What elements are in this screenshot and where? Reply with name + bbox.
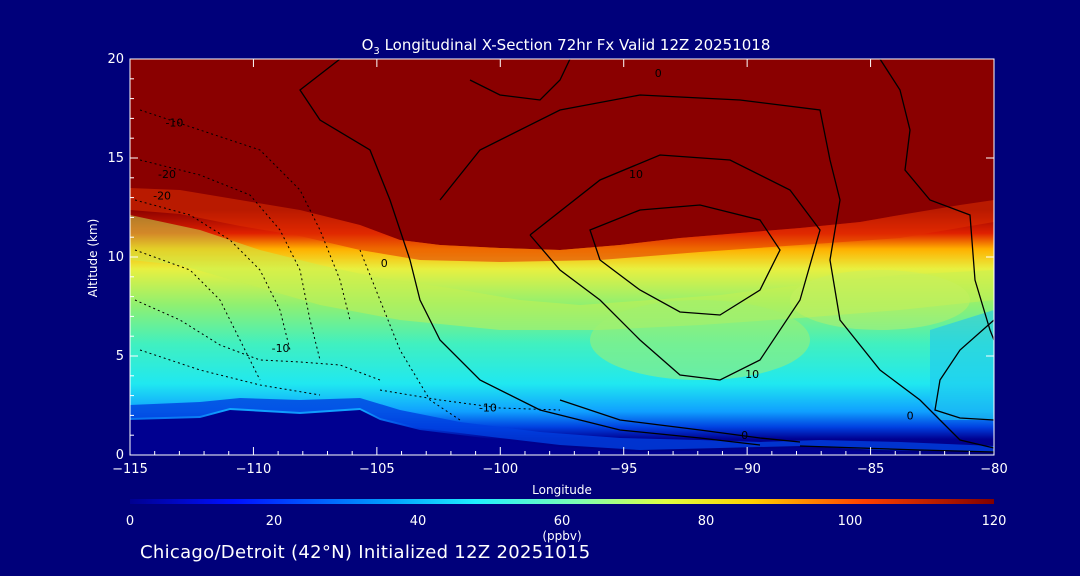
x-tick-label: −80 bbox=[980, 462, 1007, 477]
y-tick-label: 0 bbox=[116, 448, 124, 463]
contour-ten-line bbox=[439, 94, 994, 449]
y-tick-label: 20 bbox=[107, 52, 124, 67]
colorbar-tick-label: 0 bbox=[126, 514, 134, 529]
contour-ten-line bbox=[589, 204, 781, 316]
contour-ten-line bbox=[529, 154, 821, 381]
x-tick-label: −85 bbox=[857, 462, 884, 477]
x-axis-title: Longitude bbox=[532, 483, 592, 497]
y-tick-label: 15 bbox=[107, 151, 124, 166]
x-tick-label: −105 bbox=[359, 462, 395, 477]
contour-lines bbox=[299, 59, 994, 453]
chart-title: O3 Longitudinal X-Section 72hr Fx Valid … bbox=[362, 36, 771, 57]
chart-title-rest: Longitudinal X-Section 72hr Fx Valid 12Z… bbox=[380, 36, 771, 54]
y-axis-title: Altitude (km) bbox=[86, 219, 100, 298]
colorbar bbox=[130, 499, 994, 504]
colorbar-tick-label: 80 bbox=[698, 514, 715, 529]
colorbar-tick-label: 100 bbox=[838, 514, 863, 529]
x-axis: −115 −110 −105 −100 −95 −90 −85 −80 bbox=[112, 59, 1008, 477]
contour-zero-line bbox=[469, 59, 571, 101]
y-tick-label: 10 bbox=[107, 250, 124, 265]
colorbar-tick-label: 60 bbox=[554, 514, 571, 529]
negative-contour-lines bbox=[134, 109, 561, 421]
colorbar-tick-label: 20 bbox=[266, 514, 283, 529]
contour-label: 0 bbox=[741, 429, 748, 442]
colorbar-ticks: 0 20 40 60 80 100 120 bbox=[126, 514, 1007, 529]
x-tick-label: −95 bbox=[610, 462, 637, 477]
contour-label: -10 bbox=[165, 116, 183, 129]
contour-zero-line bbox=[879, 59, 994, 341]
colorbar-tick-label: 120 bbox=[982, 514, 1007, 529]
colorbar-unit-label: (ppbv) bbox=[542, 529, 581, 543]
chart-title-subscript: 3 bbox=[373, 46, 379, 57]
footer-caption: Chicago/Detroit (42°N) Initialized 12Z 2… bbox=[140, 542, 591, 563]
ozone-field bbox=[130, 59, 994, 455]
contour-label: 0 bbox=[381, 257, 388, 270]
x-tick-label: −100 bbox=[482, 462, 518, 477]
x-tick-label: −110 bbox=[236, 462, 272, 477]
contour-label: -20 bbox=[153, 190, 171, 203]
contour-ten-line bbox=[559, 399, 801, 443]
contour-zero-line bbox=[299, 59, 761, 446]
contour-label: 0 bbox=[907, 409, 914, 422]
y-axis: 0 5 10 15 20 bbox=[107, 52, 994, 463]
contour-zero-line bbox=[934, 319, 994, 421]
contour-label: -10 bbox=[272, 342, 290, 355]
contour-labels: -10 -20 -20 -10 -10 0 0 10 10 0 0 bbox=[153, 67, 913, 442]
contour-label: 10 bbox=[629, 168, 643, 181]
contour-label: -20 bbox=[158, 168, 176, 181]
colorbar-tick-label: 40 bbox=[410, 514, 427, 529]
x-tick-label: −90 bbox=[733, 462, 760, 477]
chart-title-prefix: O bbox=[362, 36, 374, 54]
contour-label: 0 bbox=[655, 67, 662, 80]
contour-label: -10 bbox=[479, 401, 497, 414]
y-tick-label: 5 bbox=[116, 349, 124, 364]
contour-label: 10 bbox=[745, 368, 759, 381]
contour-ten-line bbox=[799, 445, 994, 453]
x-tick-label: −115 bbox=[112, 462, 148, 477]
